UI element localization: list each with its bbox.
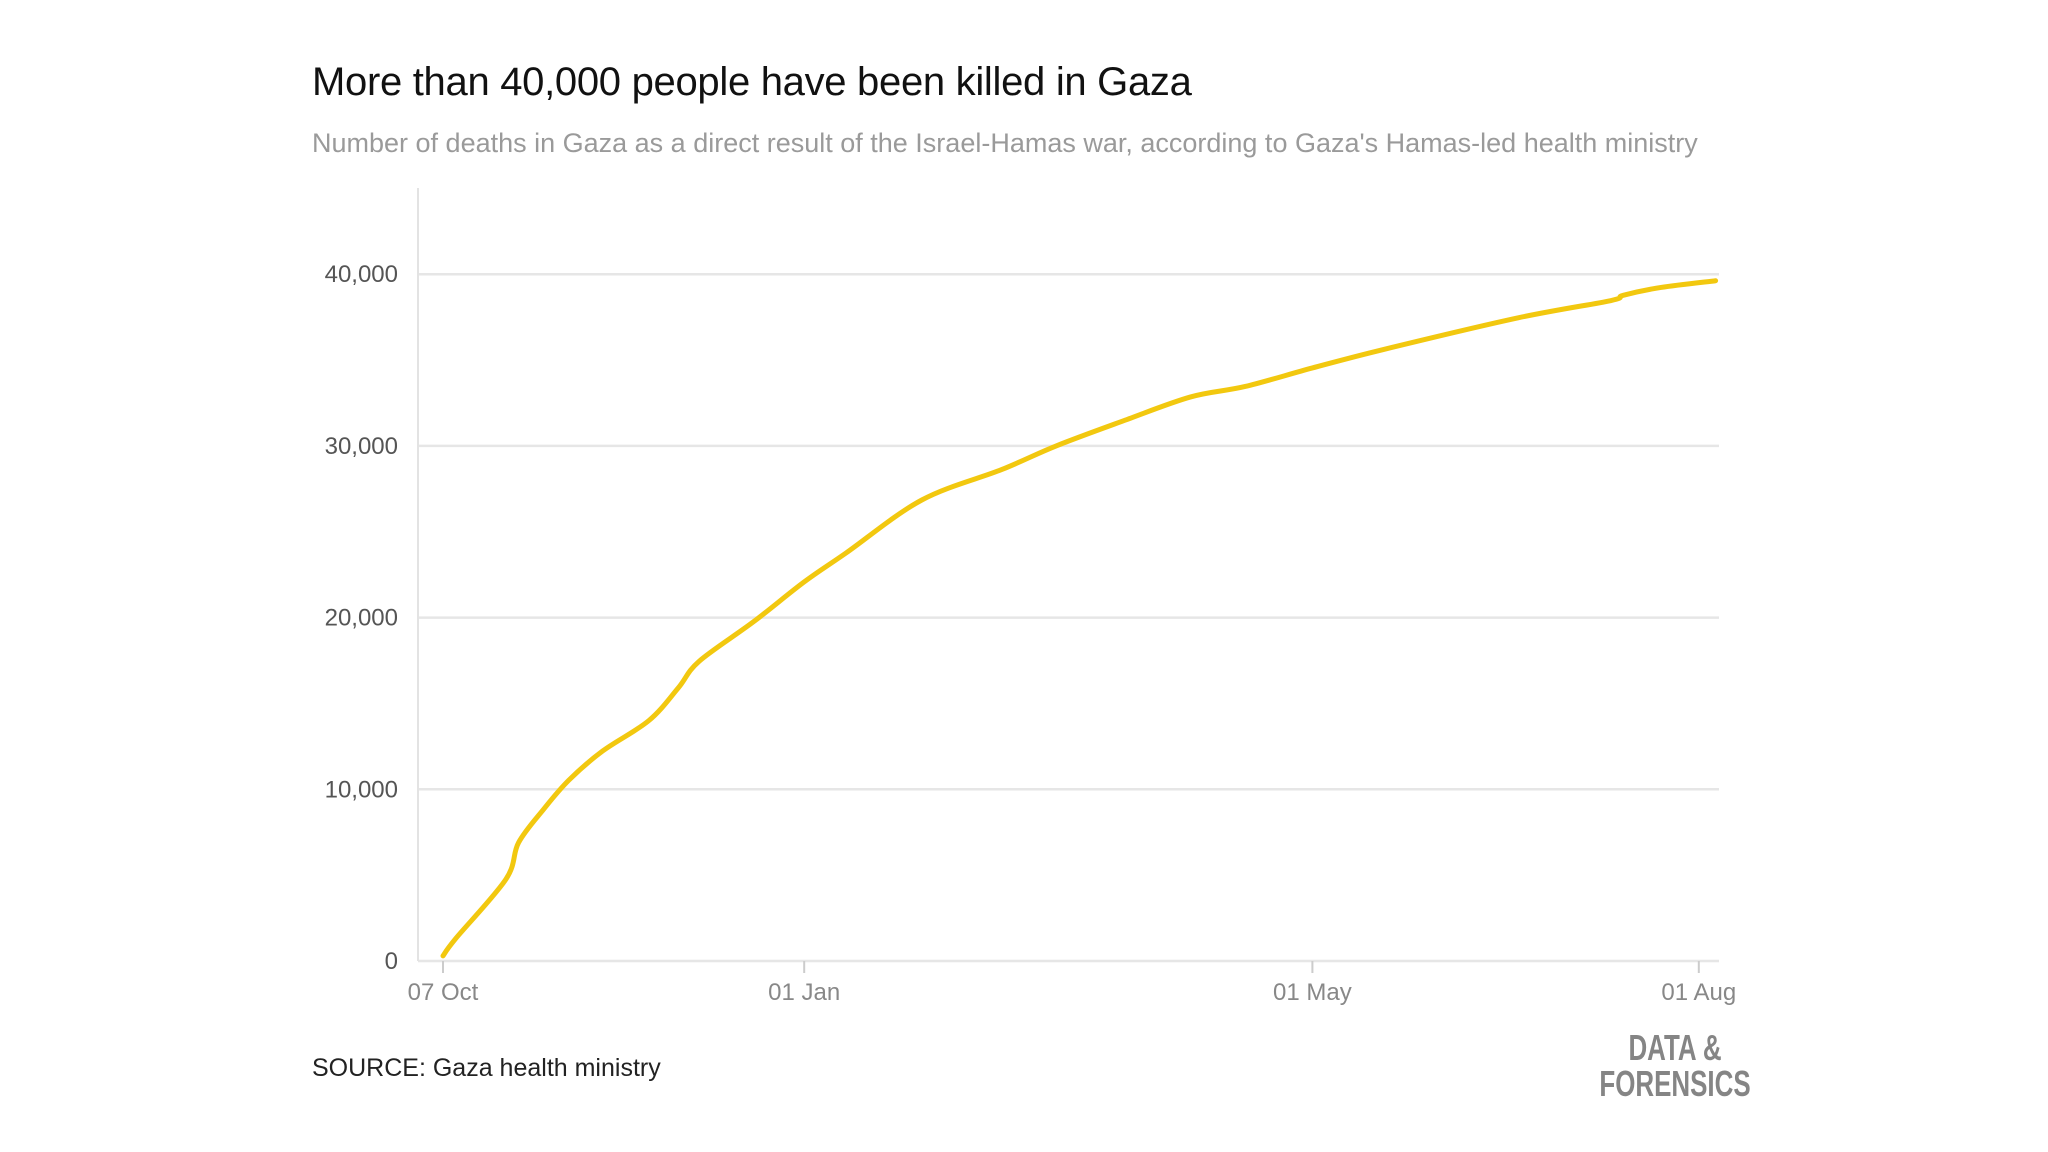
chart-title: More than 40,000 people have been killed… [312, 60, 1192, 104]
logo-line2: FORENSICS [1599, 1063, 1751, 1104]
chart-subtitle: Number of deaths in Gaza as a direct res… [312, 128, 1698, 158]
deaths-series-line [440, 278, 1719, 959]
y-tick-label: 20,000 [325, 605, 398, 632]
y-tick-label: 10,000 [325, 776, 398, 803]
y-tick-label: 0 [385, 948, 398, 975]
data-forensics-logo: DATA & FORENSICS [1585, 1030, 1765, 1102]
x-tick-label: 07 Oct [408, 979, 479, 1006]
y-tick-label: 40,000 [325, 261, 398, 288]
logo-line1: DATA & [1628, 1027, 1722, 1068]
x-tick-label: 01 Aug [1661, 979, 1736, 1006]
x-tick-label: 01 Jan [768, 979, 840, 1006]
x-tick-label: 01 May [1273, 979, 1352, 1006]
y-tick-label: 30,000 [325, 433, 398, 460]
source-note: SOURCE: Gaza health ministry [312, 1054, 661, 1082]
